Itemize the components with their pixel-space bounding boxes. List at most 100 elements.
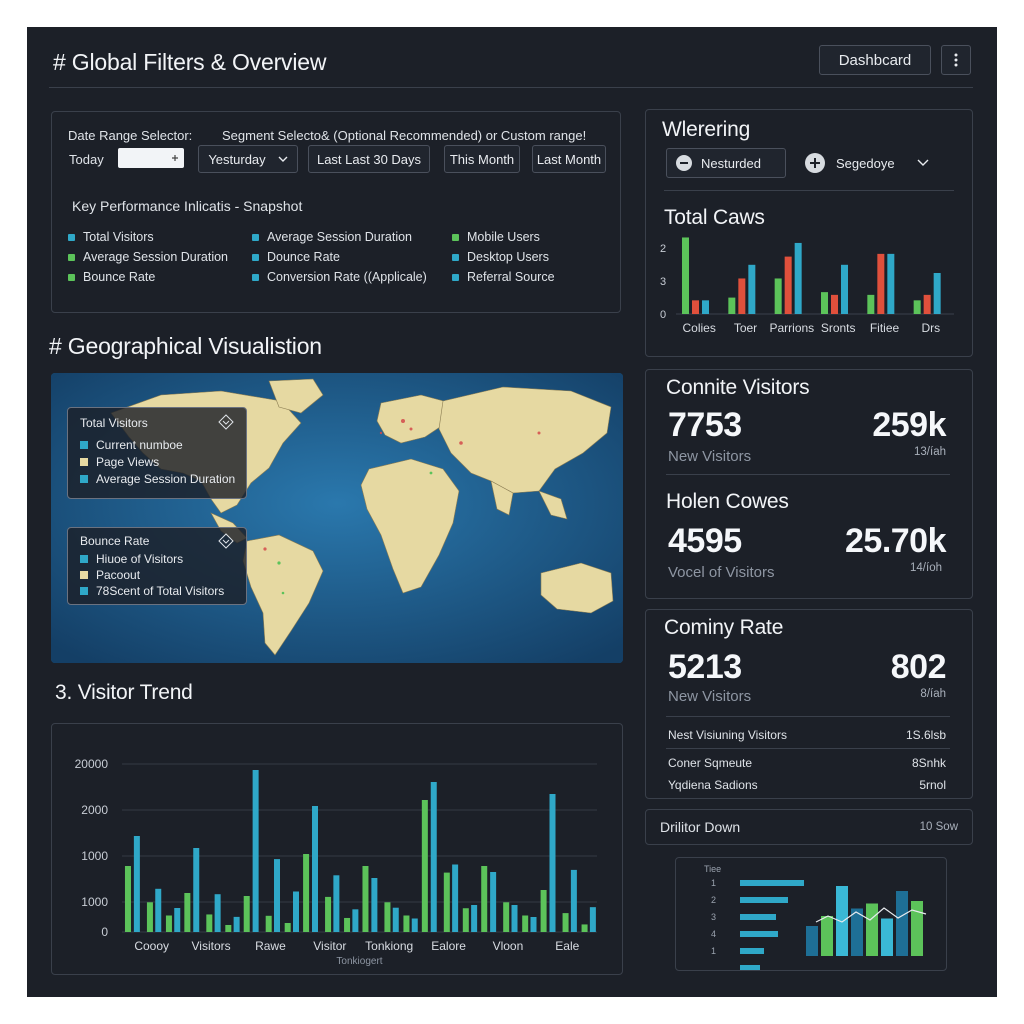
caws-y-label: 0 xyxy=(660,309,666,321)
kpi-item[interactable]: Referral Source xyxy=(452,270,555,284)
trend-bar xyxy=(274,859,280,932)
caws-y-label: 2 xyxy=(660,243,666,255)
caws-bar xyxy=(692,300,699,314)
legend-swatch xyxy=(80,441,88,449)
trend-bar xyxy=(155,888,162,932)
kpi-color-dot xyxy=(68,233,75,241)
segedoye-select[interactable]: Segedoye xyxy=(804,148,929,178)
world-map[interactable]: Total Visitors Current numboe Page Views A… xyxy=(51,373,623,663)
trend-bar xyxy=(174,908,181,932)
mini-y-label: 4 xyxy=(711,929,716,939)
mini-hbar xyxy=(740,880,804,886)
legend-bounce-title: Bounce Rate xyxy=(80,534,150,548)
trend-bar xyxy=(570,869,577,932)
trend-bar xyxy=(265,915,272,932)
kpi-label: Average Session Duration xyxy=(267,230,412,244)
holen-right-sub: 14/íoh xyxy=(910,562,942,574)
legend-label: Page Views xyxy=(96,455,160,469)
this-month-button[interactable]: This Month xyxy=(444,145,520,173)
holen-title: Holen Cowes xyxy=(666,490,789,513)
caws-bar xyxy=(933,273,941,314)
caws-bar xyxy=(682,237,689,314)
mini-y-label: 1 xyxy=(711,878,716,888)
legend-label: Hiuoe of Visitors xyxy=(96,552,184,566)
trend-bar xyxy=(352,909,359,932)
x-tick-label: Visitors xyxy=(192,939,231,953)
map-legend-visitors: Total Visitors Current numboe Page Views A… xyxy=(67,407,247,499)
rate-row-label: Yqdiena Sadions xyxy=(668,778,758,792)
legend-item: Hiuoe of Visitors xyxy=(80,552,183,566)
mini-hbar xyxy=(740,914,776,920)
rate-row-label: Coner Sqmeute xyxy=(668,756,753,770)
dashboard-button[interactable]: Dashbcard xyxy=(819,45,931,75)
kpi-color-dot xyxy=(452,253,459,261)
last-30-days-button[interactable]: Last Last 30 Days xyxy=(308,145,430,173)
mini-y-label: 3 xyxy=(711,912,716,922)
caws-bar xyxy=(748,264,756,314)
trend-bar xyxy=(206,914,213,932)
legend-item: 78Scent of Total Visitors xyxy=(80,584,224,598)
holen-value: 4595 xyxy=(668,522,742,560)
trend-bar xyxy=(549,794,556,932)
y-tick-label: 20000 xyxy=(75,757,109,771)
yesterday-select[interactable]: Yesturday xyxy=(198,145,298,173)
drill-down-bar[interactable]: Drilitor Down 10 Sow xyxy=(645,809,973,845)
trend-bar xyxy=(443,872,450,932)
caws-bar xyxy=(738,278,746,314)
trend-bar xyxy=(124,866,131,932)
trend-panel: 20000 2000 1000 1000 0 Coooy Visitors Rawe Visit… xyxy=(51,723,623,975)
trend-bar xyxy=(312,806,318,932)
legend-swatch xyxy=(80,458,88,466)
legend-item: Average Session Duration xyxy=(80,472,235,486)
kpi-item[interactable]: Bounce Rate xyxy=(68,270,155,284)
date-input[interactable] xyxy=(118,148,184,168)
kpi-label: Desktop Users xyxy=(467,250,549,264)
kpi-item[interactable]: Conversion Rate ((Applicale) xyxy=(252,270,427,284)
kpi-item[interactable]: Mobile Users xyxy=(452,230,540,244)
kpi-item[interactable]: Average Session Duration xyxy=(68,250,228,264)
vertical-dots-icon[interactable] xyxy=(941,45,971,75)
drill-down-label: Drilitor Down xyxy=(660,819,741,835)
kpi-item[interactable]: Average Session Duration xyxy=(252,230,412,244)
chevron-down-icon-2 xyxy=(917,159,929,166)
caws-bar xyxy=(877,253,885,314)
kpi-item[interactable]: Desktop Users xyxy=(452,250,549,264)
legend-label: Current numboe xyxy=(96,438,183,452)
trend-bar xyxy=(384,902,391,932)
holen-sub: Vocel of Visitors xyxy=(668,564,775,581)
kpi-color-dot xyxy=(68,273,75,281)
last-month-button[interactable]: Last Month xyxy=(532,145,606,173)
caws-x-label: Sronts xyxy=(821,321,856,335)
caws-x-label: Parrions xyxy=(769,321,814,335)
chevron-down-icon xyxy=(278,156,288,162)
mini-title: Tiee xyxy=(704,864,721,874)
wiring-panel: Wlerering Nesturded Segedoye Total Caws … xyxy=(645,109,973,357)
today-label[interactable]: Today xyxy=(69,152,104,167)
total-caws-chart: 2 3 0 Colies Toer Parrions Sronts Fitiee Drs xyxy=(660,237,954,335)
x-tick-label: Rawe xyxy=(255,939,286,953)
kpi-color-dot xyxy=(452,233,459,241)
legend-item: Page Views xyxy=(80,455,159,469)
mini-vbar xyxy=(911,901,923,956)
date-range-label: Date Range Selector: xyxy=(68,128,193,143)
kpi-item[interactable]: Dounce Rate xyxy=(252,250,340,264)
trend-bar xyxy=(325,896,332,932)
caws-bar xyxy=(794,242,802,314)
legend-item: Current numboe xyxy=(80,438,183,452)
map-hotspots-green xyxy=(277,471,433,595)
trend-bar xyxy=(471,905,478,932)
trend-bar xyxy=(392,907,399,932)
trend-bar xyxy=(293,891,299,932)
kpi-item[interactable]: Total Visitors xyxy=(68,230,154,244)
cominy-rate-panel: Cominy Rate 5213 New Visitors 802 8/íah … xyxy=(645,609,973,799)
trend-bar xyxy=(344,917,351,932)
caws-bar xyxy=(702,300,709,314)
caws-bar xyxy=(774,278,782,314)
trend-bar xyxy=(371,878,378,932)
nestured-button[interactable]: Nesturded xyxy=(666,148,786,178)
stepper-icon xyxy=(172,155,178,161)
legend-swatch xyxy=(80,571,88,579)
legend-swatch xyxy=(80,555,88,563)
caws-bar xyxy=(923,294,931,314)
trend-bar xyxy=(333,875,340,932)
